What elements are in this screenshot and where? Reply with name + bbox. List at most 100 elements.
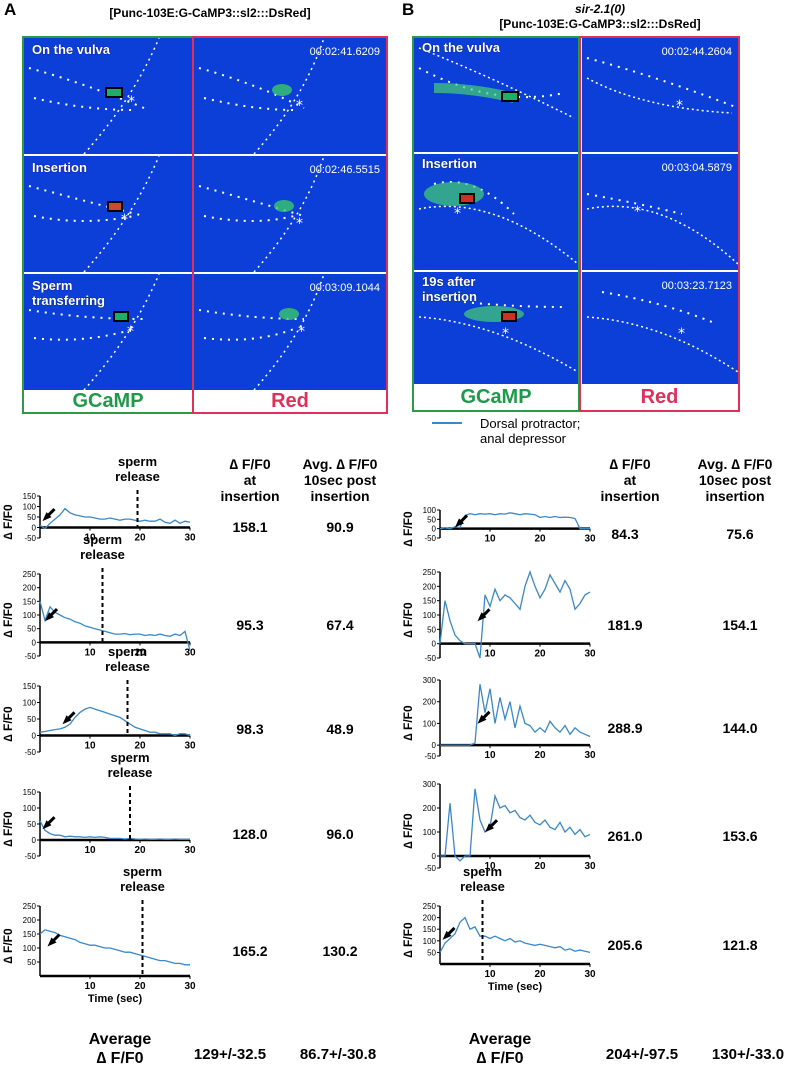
y-axis-label: ∆ F/F0 xyxy=(1,811,15,847)
average-label-a: Average ∆ F/F0 xyxy=(88,1031,152,1067)
y-tick-label: 200 xyxy=(423,698,437,707)
image-a3-red: * 00:03:09.1044 xyxy=(194,274,386,390)
y-tick-label: 50 xyxy=(27,715,36,724)
image-b1-green: On the vulva xyxy=(414,38,578,152)
y-tick-label: 100 xyxy=(423,937,437,946)
x-axis-label: Time (sec) xyxy=(488,981,543,993)
x-tick-label: 30 xyxy=(184,647,196,658)
y-tick-label: -50 xyxy=(24,652,36,661)
y-tick-label: 0 xyxy=(32,732,37,741)
y-tick-label: 100 xyxy=(23,503,37,512)
image-a1-label: On the vulva xyxy=(32,42,111,57)
x-tick-label: 20 xyxy=(134,981,146,992)
x-tick-label: 30 xyxy=(584,969,596,980)
image-a1-red: * 00:02:41.6209 xyxy=(194,38,386,154)
arrow-icon xyxy=(45,608,59,622)
value-avg-10s-post: 48.9 xyxy=(326,721,354,737)
y-tick-label: -50 xyxy=(424,534,436,543)
value-avg-10s-post: 67.4 xyxy=(326,617,354,633)
series-line xyxy=(39,706,191,737)
arrow-icon xyxy=(477,608,491,622)
x-tick-label: 30 xyxy=(184,741,196,752)
chart-b3: 300 200 100 0 -50 10 20 30 xyxy=(423,676,596,761)
value-avg-10s-post: 144.0 xyxy=(722,720,758,736)
x-tick-label: 20 xyxy=(134,741,146,752)
y-tick-label: 150 xyxy=(23,597,37,606)
svg-text:*: * xyxy=(298,324,305,340)
y-tick-label: -50 xyxy=(424,752,436,761)
x-tick-label: 20 xyxy=(134,533,146,544)
y-tick-label: 150 xyxy=(23,930,37,939)
arrow-icon xyxy=(47,933,61,947)
image-a2-label: Insertion xyxy=(32,160,87,175)
image-a2-timestamp: 00:02:46.5515 xyxy=(309,164,380,176)
y-tick-label: 0 xyxy=(32,836,37,845)
series-line xyxy=(440,788,591,862)
y-axis-label: ∆ F/F0 xyxy=(401,922,415,958)
y-tick-label: 0 xyxy=(32,638,37,647)
sperm-release-label: sperm release xyxy=(120,864,165,894)
chart-a5: 250 200 150 100 50 10 20 30 Time (sec) xyxy=(23,900,196,1005)
y-tick-label: 0 xyxy=(32,524,37,533)
header-b-delta: ∆ F/F0 at insertion xyxy=(600,456,660,504)
image-b1-timestamp: 00:02:44.2604 xyxy=(661,46,732,58)
chart-a2: 250 200 150 100 50 0 -50 10 20 30 xyxy=(23,568,196,661)
image-b3-red: * 00:03:23.7123 xyxy=(582,272,738,384)
image-a1-timestamp: 00:02:41.6209 xyxy=(309,46,380,58)
value-avg-10s-post: 90.9 xyxy=(326,519,354,535)
image-b3-timestamp: 00:03:23.7123 xyxy=(661,280,732,292)
y-tick-label: 150 xyxy=(23,492,37,501)
y-tick-label: -50 xyxy=(24,748,36,757)
y-axis-label: ∆ F/F0 xyxy=(401,813,415,849)
value-delta-at-insertion: 98.3 xyxy=(236,721,264,737)
svg-text:*: * xyxy=(634,204,641,220)
value-avg-10s-post: 130.2 xyxy=(322,943,358,959)
y-tick-label: 150 xyxy=(23,788,37,797)
y-tick-label: 100 xyxy=(23,944,37,953)
gcamp-frame-a xyxy=(22,36,194,414)
x-tick-label: 10 xyxy=(84,533,96,544)
y-tick-label: 200 xyxy=(423,914,437,923)
red-frame-b xyxy=(579,36,740,412)
chart-a3: 150 100 50 0 -50 10 20 30 xyxy=(23,680,196,757)
chart-a4: 150 100 50 0 -50 10 20 30 xyxy=(23,786,196,861)
y-tick-label: 50 xyxy=(427,948,436,957)
x-tick-label: 10 xyxy=(84,845,96,856)
y-tick-label: 50 xyxy=(427,515,436,524)
svg-text:*: * xyxy=(454,206,461,222)
red-frame-a xyxy=(192,36,388,414)
x-tick-label: 30 xyxy=(584,861,596,872)
x-tick-label: 10 xyxy=(84,647,96,658)
value-delta-at-insertion: 165.2 xyxy=(232,943,268,959)
y-tick-label: 200 xyxy=(423,582,437,591)
svg-text:*: * xyxy=(676,98,683,114)
y-tick-label: 300 xyxy=(423,780,437,789)
y-tick-label: 100 xyxy=(423,611,437,620)
header-b-avg: Avg. ∆ F/F0 10sec post insertion xyxy=(697,456,773,504)
svg-text:*: * xyxy=(296,98,303,114)
value-avg-10s-post: 121.8 xyxy=(722,937,758,953)
y-axis-label: ∆ F/F0 xyxy=(401,602,415,638)
image-b2-green: * Insertion xyxy=(414,154,578,270)
chart-b2: 250 200 150 100 50 0 -50 10 20 30 xyxy=(423,568,596,663)
x-tick-label: 20 xyxy=(534,861,546,872)
sperm-release-label: sperm release xyxy=(460,864,505,894)
average-b-delta: 204+/-97.5 xyxy=(605,1046,679,1063)
sperm-release-label: sperm release xyxy=(105,644,150,674)
legend-label: Dorsal protractor; anal depressor xyxy=(480,416,581,446)
y-tick-label: 150 xyxy=(23,682,37,691)
y-tick-label: 250 xyxy=(23,570,37,579)
image-b1-red: * 00:02:44.2604 xyxy=(582,38,738,152)
value-delta-at-insertion: 95.3 xyxy=(236,617,264,633)
y-tick-label: 300 xyxy=(423,676,437,685)
header-a-delta: ∆ F/F0 at insertion xyxy=(220,456,280,504)
x-tick-label: 30 xyxy=(584,534,596,545)
y-tick-label: 0 xyxy=(432,852,437,861)
series-line xyxy=(440,684,591,746)
y-tick-label: 250 xyxy=(23,902,37,911)
chart-b5: 250 200 150 100 50 10 20 30 Time (sec) xyxy=(423,900,596,993)
x-tick-label: 20 xyxy=(134,647,146,658)
value-delta-at-insertion: 158.1 xyxy=(232,519,268,535)
y-tick-label: 100 xyxy=(423,828,437,837)
